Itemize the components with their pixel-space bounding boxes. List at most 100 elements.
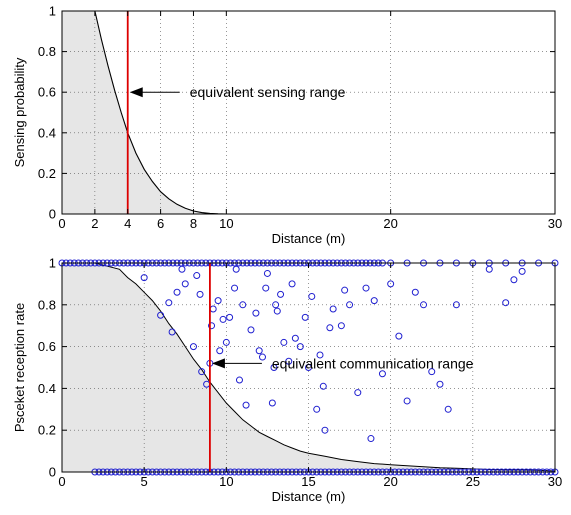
scatter-point — [196, 290, 204, 298]
reception-grid — [62, 263, 555, 472]
x-tick-label: 20 — [383, 474, 397, 489]
reception-rate-curve — [62, 262, 556, 472]
x-tick-label: 0 — [58, 216, 65, 231]
scatter-point — [316, 351, 324, 359]
x-tick-label: 25 — [466, 474, 480, 489]
scatter-point — [140, 274, 148, 282]
sensing-annotation-text: equivalent sensing range — [190, 84, 346, 100]
scatter-point — [193, 272, 201, 280]
scatter-point — [232, 265, 240, 273]
scatter-point — [329, 305, 337, 313]
scatter-point — [387, 280, 395, 288]
scatter-point — [208, 322, 216, 330]
x-tick-label: 30 — [548, 474, 562, 489]
scatter-point — [231, 284, 239, 292]
scatter-point — [263, 269, 271, 277]
scatter-point — [346, 301, 354, 309]
sensing-annotation-arrow — [129, 87, 180, 98]
scatter-point — [165, 299, 173, 307]
scatter-point — [235, 376, 243, 384]
scatter-point — [288, 280, 296, 288]
scatter-point — [168, 328, 176, 336]
scatter-point — [485, 265, 493, 273]
reception-y-ticks: 0 0.2 0.4 0.6 0.8 1 — [38, 256, 555, 480]
scatter-point — [502, 299, 510, 307]
scatter-point — [321, 426, 329, 434]
packet-reception-chart: 0 5 10 15 20 25 30 0 0.2 0.4 0.6 0.8 1 Distance (m)… — [12, 256, 562, 505]
y-tick-label: 0.2 — [38, 166, 56, 181]
scatter-point — [280, 338, 288, 346]
x-tick-label: 20 — [383, 216, 397, 231]
x-tick-label: 5 — [141, 474, 148, 489]
scatter-point — [226, 313, 234, 321]
scatter-point — [411, 288, 419, 296]
sensing-probability-chart: 0 2 4 6 8 10 20 30 00.20.40.60.81 Distance (m) … — [12, 4, 562, 247]
x-tick-label: 10 — [219, 474, 233, 489]
scatter-point — [395, 332, 403, 340]
scatter-point — [362, 284, 370, 292]
reception-y-axis-label: Psceket reception rate — [12, 303, 27, 432]
scatter-point — [308, 292, 316, 300]
scatter-point — [268, 399, 276, 407]
reception-annotation-text: equivalent communication range — [272, 355, 474, 371]
scatter-point — [262, 284, 270, 292]
scatter-point — [222, 338, 230, 346]
sensing-y-ticks: 0 0.2 0.4 0.6 0.8 1 — [38, 4, 555, 222]
scatter-point — [403, 397, 411, 405]
sensing-area-fill — [62, 11, 227, 214]
scatter-point — [337, 322, 345, 330]
sensing-probability-curve — [62, 10, 227, 215]
reception-x-axis-label: Distance (m) — [272, 489, 346, 504]
scatter-point — [247, 326, 255, 334]
x-tick-label: 0 — [58, 474, 65, 489]
scatter-point — [157, 311, 165, 319]
scatter-point — [367, 435, 375, 443]
scatter-point — [291, 334, 299, 342]
y-tick-label: 0 — [49, 207, 56, 222]
scatter-point — [285, 357, 293, 365]
scatter-point — [173, 288, 181, 296]
scatter-point — [255, 347, 263, 355]
scatter-point — [319, 382, 327, 390]
sensing-x-ticks: 0 2 4 6 8 10 20 30 — [58, 11, 562, 231]
scatter-point — [436, 380, 444, 388]
scatter-point — [296, 343, 304, 351]
scatter-point — [277, 290, 285, 298]
y-tick-label: 0.6 — [38, 85, 56, 100]
scatter-point — [354, 389, 362, 397]
y-tick-label: 0.2 — [38, 423, 56, 438]
scatter-point — [181, 280, 189, 288]
y-tick-label: 0.8 — [38, 44, 56, 59]
scatter-point — [272, 301, 280, 309]
y-tick-label: 0.8 — [38, 297, 56, 312]
x-tick-label: 30 — [548, 216, 562, 231]
scatter-point — [452, 301, 460, 309]
scatter-point — [326, 324, 334, 332]
scatter-point — [189, 343, 197, 351]
x-tick-label: 10 — [219, 216, 233, 231]
reception-area-fill — [62, 263, 555, 472]
sensing-axes-frame — [61, 10, 556, 215]
scatter-point — [242, 401, 250, 409]
annotation-arrow-head — [211, 358, 225, 369]
scatter-point — [305, 364, 312, 371]
scatter-point — [252, 309, 260, 317]
scatter-point — [313, 405, 321, 413]
scatter-point — [178, 265, 186, 273]
x-tick-label: 6 — [157, 216, 164, 231]
scatter-point — [518, 267, 526, 275]
y-tick-label: 1 — [49, 256, 56, 271]
scatter-point — [428, 368, 436, 376]
annotation-arrow-head — [129, 87, 143, 98]
sensing-y-axis-label: Sensing probability — [12, 57, 27, 167]
sensing-x-axis-label: Distance (m) — [272, 231, 346, 246]
scatter-point — [273, 307, 281, 315]
reception-x-ticks: 0 5 10 15 20 25 30 — [58, 263, 562, 489]
scatter-point — [239, 301, 247, 309]
x-tick-label: 4 — [124, 216, 131, 231]
scatter-point — [209, 305, 217, 313]
y-tick-label: 0.4 — [38, 381, 56, 396]
scatter-point — [198, 368, 206, 376]
x-tick-label: 15 — [301, 474, 315, 489]
